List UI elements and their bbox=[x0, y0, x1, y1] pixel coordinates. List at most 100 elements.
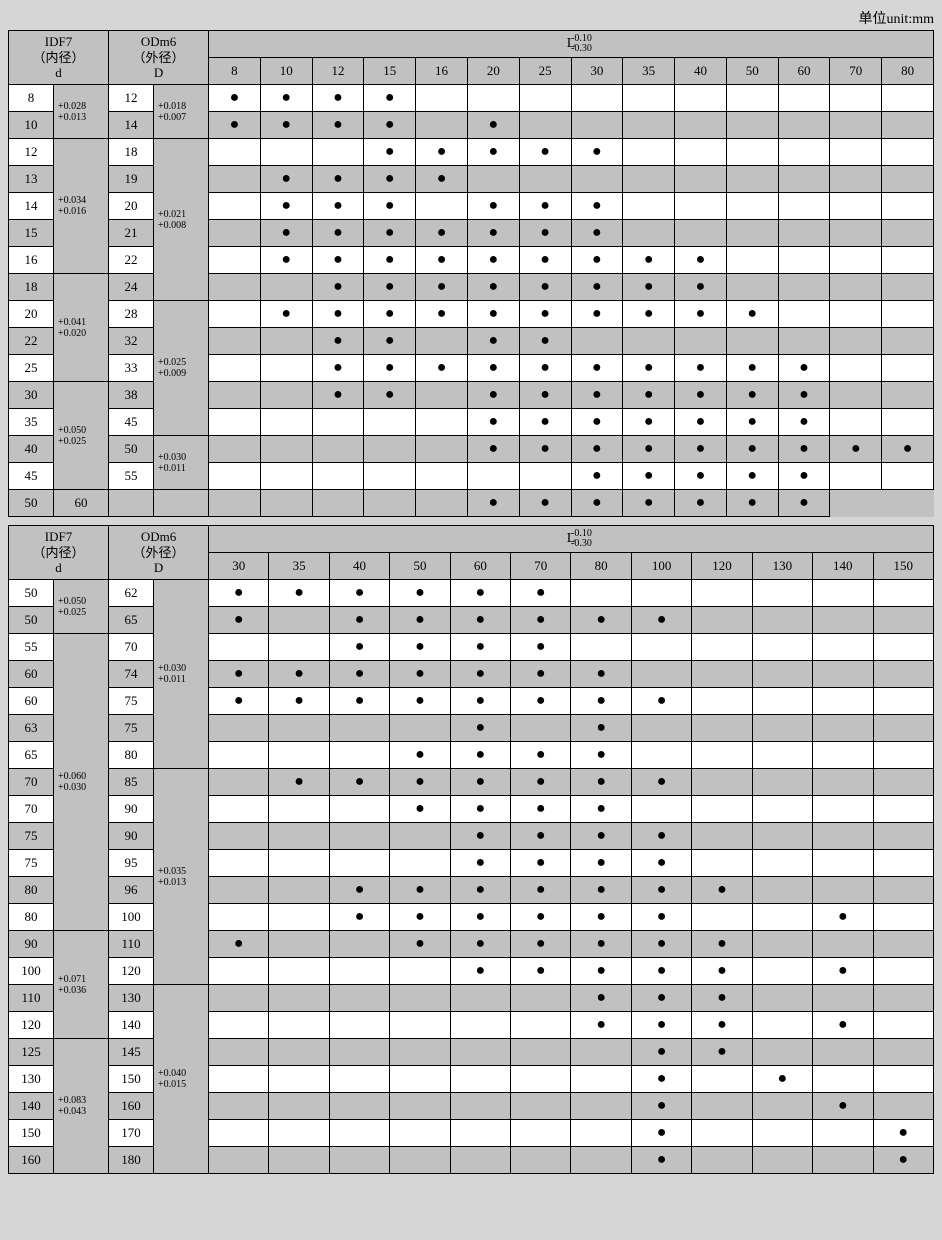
availability-cell bbox=[209, 769, 269, 796]
availability-cell: ● bbox=[467, 436, 519, 463]
availability-cell bbox=[209, 490, 261, 517]
availability-cell bbox=[752, 742, 812, 769]
availability-cell bbox=[813, 769, 873, 796]
availability-cell bbox=[692, 607, 752, 634]
availability-cell: ● bbox=[675, 463, 727, 490]
availability-cell: ● bbox=[571, 715, 631, 742]
availability-cell: ● bbox=[416, 247, 468, 274]
availability-cell: ● bbox=[450, 607, 510, 634]
availability-cell bbox=[752, 850, 812, 877]
availability-cell bbox=[260, 382, 312, 409]
id-value: 140 bbox=[9, 1093, 54, 1120]
availability-cell: ● bbox=[631, 850, 691, 877]
availability-cell bbox=[830, 463, 882, 490]
availability-cell: ● bbox=[571, 1012, 631, 1039]
availability-cell bbox=[873, 688, 934, 715]
availability-cell: ● bbox=[571, 850, 631, 877]
availability-cell bbox=[329, 1147, 389, 1174]
od-value: 110 bbox=[109, 931, 154, 958]
availability-cell bbox=[269, 958, 329, 985]
availability-cell bbox=[778, 85, 830, 112]
availability-cell bbox=[675, 85, 727, 112]
availability-cell bbox=[364, 409, 416, 436]
availability-cell: ● bbox=[450, 634, 510, 661]
availability-cell: ● bbox=[830, 436, 882, 463]
od-value: 90 bbox=[109, 823, 154, 850]
availability-cell bbox=[873, 607, 934, 634]
availability-cell bbox=[467, 85, 519, 112]
availability-cell: ● bbox=[519, 274, 571, 301]
availability-cell: ● bbox=[364, 139, 416, 166]
availability-cell: ● bbox=[623, 247, 675, 274]
availability-cell bbox=[209, 328, 261, 355]
availability-cell: ● bbox=[882, 436, 934, 463]
availability-cell: ● bbox=[467, 382, 519, 409]
availability-cell bbox=[813, 1120, 873, 1147]
availability-cell: ● bbox=[209, 688, 269, 715]
availability-cell bbox=[364, 490, 416, 517]
id-value: 110 bbox=[9, 985, 54, 1012]
availability-cell bbox=[830, 112, 882, 139]
od-tolerance: +0.021+0.008 bbox=[154, 139, 209, 301]
od-value: 65 bbox=[109, 607, 154, 634]
availability-cell bbox=[692, 742, 752, 769]
availability-cell: ● bbox=[571, 490, 623, 517]
availability-cell: ● bbox=[260, 301, 312, 328]
availability-cell: ● bbox=[726, 355, 778, 382]
availability-cell: ● bbox=[312, 301, 364, 328]
availability-cell bbox=[269, 931, 329, 958]
availability-cell bbox=[623, 139, 675, 166]
l-col-header: 25 bbox=[519, 58, 571, 85]
availability-cell: ● bbox=[390, 904, 450, 931]
availability-cell bbox=[692, 580, 752, 607]
od-value: 145 bbox=[109, 1039, 154, 1066]
availability-cell bbox=[623, 193, 675, 220]
availability-cell bbox=[752, 796, 812, 823]
availability-cell: ● bbox=[873, 1147, 934, 1174]
availability-cell bbox=[571, 1066, 631, 1093]
availability-cell: ● bbox=[269, 769, 329, 796]
availability-cell bbox=[450, 1012, 510, 1039]
availability-cell bbox=[571, 1147, 631, 1174]
availability-cell bbox=[269, 742, 329, 769]
availability-cell: ● bbox=[312, 193, 364, 220]
availability-cell bbox=[312, 463, 364, 490]
availability-cell: ● bbox=[726, 490, 778, 517]
id-value: 80 bbox=[9, 877, 54, 904]
l-col-header: 70 bbox=[511, 553, 571, 580]
availability-cell bbox=[778, 220, 830, 247]
id-tolerance: +0.060+0.030 bbox=[54, 634, 109, 931]
id-value: 50 bbox=[9, 490, 54, 517]
availability-cell bbox=[209, 382, 261, 409]
availability-cell bbox=[269, 1066, 329, 1093]
availability-cell bbox=[882, 193, 934, 220]
availability-cell: ● bbox=[571, 355, 623, 382]
availability-cell bbox=[450, 1093, 510, 1120]
id-value: 15 bbox=[9, 220, 54, 247]
availability-cell bbox=[631, 796, 691, 823]
availability-cell: ● bbox=[450, 796, 510, 823]
availability-cell: ● bbox=[571, 274, 623, 301]
availability-cell bbox=[519, 112, 571, 139]
availability-cell bbox=[329, 1120, 389, 1147]
availability-cell: ● bbox=[390, 634, 450, 661]
od-value: 100 bbox=[109, 904, 154, 931]
availability-cell bbox=[813, 1066, 873, 1093]
id-value: 120 bbox=[9, 1012, 54, 1039]
availability-cell: ● bbox=[778, 355, 830, 382]
availability-cell bbox=[416, 193, 468, 220]
id-value: 16 bbox=[9, 247, 54, 274]
id-value: 14 bbox=[9, 193, 54, 220]
id-value: 50 bbox=[9, 580, 54, 607]
availability-cell bbox=[873, 796, 934, 823]
availability-cell: ● bbox=[571, 796, 631, 823]
availability-cell: ● bbox=[519, 382, 571, 409]
availability-cell: ● bbox=[692, 1039, 752, 1066]
availability-cell bbox=[813, 877, 873, 904]
availability-cell: ● bbox=[209, 661, 269, 688]
availability-cell: ● bbox=[511, 607, 571, 634]
availability-cell: ● bbox=[260, 193, 312, 220]
availability-cell bbox=[882, 382, 934, 409]
availability-cell bbox=[813, 634, 873, 661]
od-value: 50 bbox=[109, 436, 154, 463]
